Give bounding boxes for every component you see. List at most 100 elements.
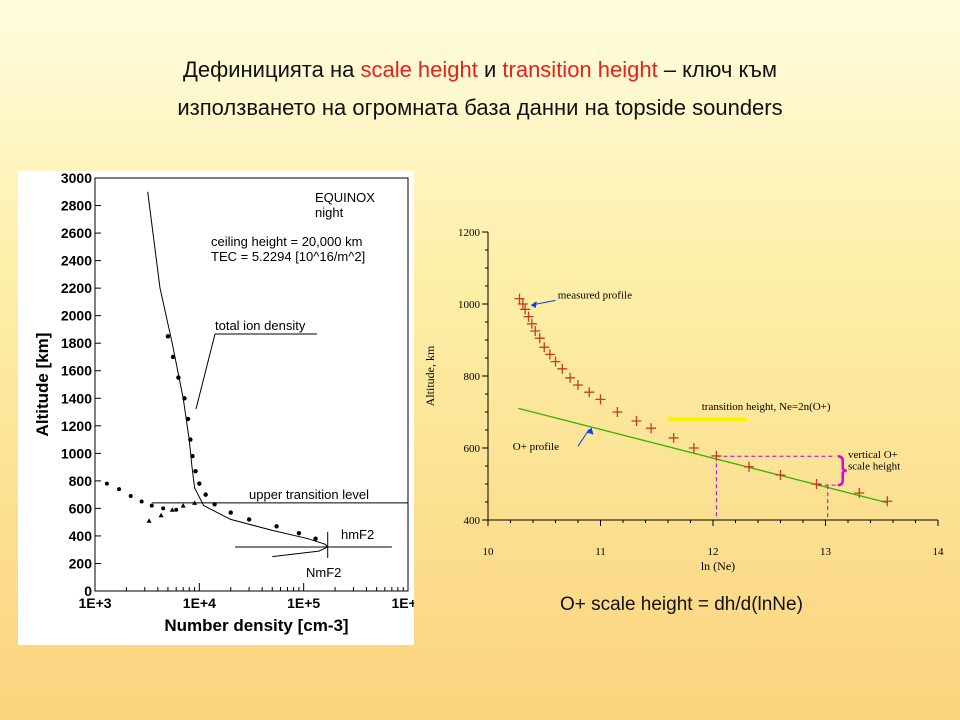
measured-profile-point [668, 432, 679, 443]
x-tick-label: 11 [595, 546, 606, 558]
annotation-total-ion-density: total ion density [215, 318, 306, 333]
y-tick-label: 1600 [61, 363, 92, 379]
annotation-transition-height: transition height, Ne=2n(O+) [702, 401, 831, 413]
oplus-fit-line [518, 407, 888, 504]
y-tick-label: 1800 [61, 335, 92, 351]
ion-density-point [274, 524, 279, 529]
legend-time: night [315, 205, 344, 220]
y-tick-label: 1000 [458, 299, 481, 311]
annotation-measured-profile: measured profile [558, 290, 632, 302]
y-tick-label: 400 [69, 528, 93, 544]
y-tick-label: 2800 [61, 198, 92, 214]
measured-profile-point [612, 407, 623, 417]
y-axis-label: Altitude [km] [33, 333, 52, 437]
y-tick-label: 600 [69, 500, 93, 516]
ion-density-point [228, 510, 233, 515]
x-axis-label: Number density [cm-3] [164, 616, 348, 635]
triangle-point [169, 507, 175, 512]
measured-profile-point [544, 349, 555, 360]
measured-profile-point [882, 496, 893, 507]
measured-profile-point [573, 380, 583, 390]
light-ion-point [117, 487, 122, 492]
y-tick-label: 800 [69, 473, 93, 489]
measured-profile-point [811, 479, 822, 489]
y-tick-label: 3000 [61, 171, 92, 186]
x-tick-label: 10 [483, 546, 495, 558]
x-tick-label: 13 [820, 546, 832, 558]
annotation-scale-height-1: vertical O+ [848, 449, 898, 461]
measured-profile-point [557, 363, 568, 374]
slide-title-line-1: Дефиницията на scale height и transition… [183, 57, 777, 82]
ion-density-point [185, 416, 191, 422]
y-tick-label: 400 [464, 515, 481, 527]
y-tick-label: 2000 [61, 308, 92, 324]
annotation-upper-transition: upper transition level [249, 487, 369, 502]
measured-profile-point [688, 443, 699, 453]
ion-density-point [212, 502, 217, 507]
measured-profile-point [631, 416, 642, 426]
x-tick-label: 1E+5 [287, 595, 320, 611]
ion-density-point [170, 354, 176, 360]
density-profile-svg: 0 200 400 600 800 1000 1200 1400 1600 1800 2000 220… [33, 170, 425, 635]
light-ion-point [104, 481, 109, 486]
measured-profile-point [539, 342, 550, 353]
measured-profile-point [530, 326, 541, 336]
light-ion-point [139, 499, 144, 504]
plot-frame [94, 177, 409, 592]
annotation-nmf2: NmF2 [306, 565, 341, 580]
measured-profile-point [517, 299, 528, 309]
ion-density-point [165, 334, 171, 339]
ion-density-point [313, 536, 318, 541]
ion-density-point [176, 375, 181, 380]
x-tick-label: 1E+4 [183, 595, 216, 611]
ion-density-point [182, 396, 187, 401]
annotation-hmf2: hmF2 [341, 527, 374, 542]
measured-profile-point [514, 293, 525, 304]
light-ion-point [128, 494, 133, 499]
y-tick-label: 2600 [61, 225, 92, 241]
ion-density-point [246, 517, 252, 522]
y-tick-label: 2200 [61, 280, 92, 296]
x-tick-label: 1E+3 [78, 595, 111, 611]
density-profile-chart: 0 200 400 600 800 1000 1200 1400 1600 1800 2000 220… [18, 170, 425, 645]
x-tick-label: 1E+6 [391, 595, 414, 611]
measured-profile-point [595, 394, 606, 405]
ion-density-point [193, 469, 198, 474]
light-ion-point [161, 506, 166, 511]
y-tick-label: 1400 [61, 390, 92, 406]
ln-ne-svg: 400 600 800 1000 1200 10 11 12 13 14 ln (Ne) Altitu… [423, 227, 945, 573]
y-tick-label: 2400 [61, 253, 92, 269]
measured-profile-point [711, 450, 722, 461]
measured-profile-point [523, 311, 534, 322]
legend-tec: TEC = 5.2294 [10^16/m^2] [211, 249, 365, 264]
legend-season: EQUINOX [315, 190, 375, 205]
ion-density-point [197, 481, 202, 486]
ion-density-point [188, 437, 193, 442]
ion-density-point [296, 530, 302, 536]
measured-profile-point [526, 318, 537, 329]
light-ion-point [174, 507, 179, 512]
measured-profile-point [744, 461, 754, 472]
measured-profile-point [775, 470, 786, 480]
y-tick-label: 1200 [458, 227, 481, 239]
x-tick-label: 12 [708, 546, 719, 558]
oplus-arrowhead [586, 427, 594, 435]
x-tick-label: 14 [933, 546, 945, 558]
measured-arrowhead [530, 301, 537, 309]
triangle-point [180, 503, 186, 508]
y-axis-label: Altitude, km [423, 345, 437, 406]
triangle-point [146, 518, 152, 523]
measured-arrow [532, 299, 556, 306]
measured-profile-point [565, 372, 576, 383]
ln-ne-altitude-chart: 400 600 800 1000 1200 10 11 12 13 14 ln (Ne) Altitu… [420, 220, 950, 580]
measured-profile-point [550, 356, 561, 367]
ion-density-point [203, 492, 208, 497]
annotation-scale-height-2: scale height [848, 461, 900, 473]
y-tick-label: 600 [464, 443, 481, 455]
measured-profile-point [534, 333, 545, 344]
measured-profile-point [520, 304, 531, 315]
measured-profile-point [854, 488, 865, 498]
y-tick-label: 0 [84, 583, 92, 599]
ion-density-point [190, 453, 195, 459]
measured-profile-point [646, 423, 657, 434]
